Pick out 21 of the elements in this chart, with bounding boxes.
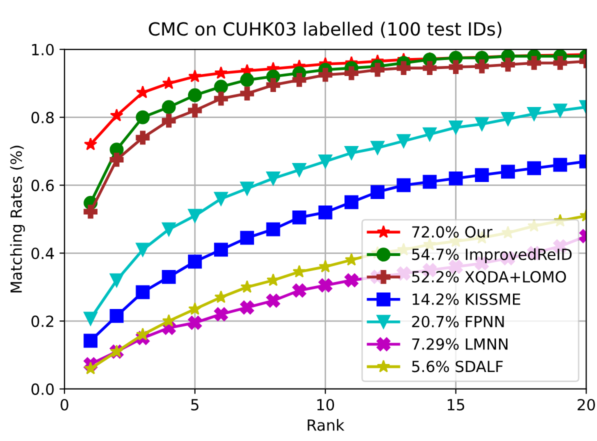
y-tick-label: 0.4 [31, 248, 54, 260]
x-axis-title: Rank [308, 419, 344, 431]
x-tick-label: 20 [578, 398, 595, 411]
chart-title: CMC on CUHK03 labelled (100 test IDs) [148, 22, 502, 38]
x-tick-label: 0 [60, 398, 68, 411]
legend-label: 20.7% FPNN [412, 316, 504, 328]
x-tick-label: 5 [191, 399, 198, 411]
y-tick-label: 0.8 [31, 112, 54, 124]
legend-label: 7.29% LMNN [412, 338, 508, 350]
y-axis-title: Matching Rates (%) [10, 146, 25, 292]
y-tick-label: 0.2 [31, 316, 54, 328]
x-tick-label: 15 [448, 399, 464, 411]
legend-label: 72.0% Our [412, 226, 492, 238]
y-tick-label: 0.6 [31, 180, 54, 192]
legend-label: 52.2% XQDA+LOMO [412, 270, 566, 284]
legend-label: 14.2% KISSME [412, 293, 520, 305]
legend-label: 54.7% ImprovedReID [412, 248, 572, 264]
x-tick-label: 10 [317, 398, 334, 411]
y-tick-label: 1.0 [32, 44, 54, 56]
legend-label: 5.6% SDALF [412, 360, 503, 372]
y-tick-label: 0.0 [31, 383, 54, 395]
